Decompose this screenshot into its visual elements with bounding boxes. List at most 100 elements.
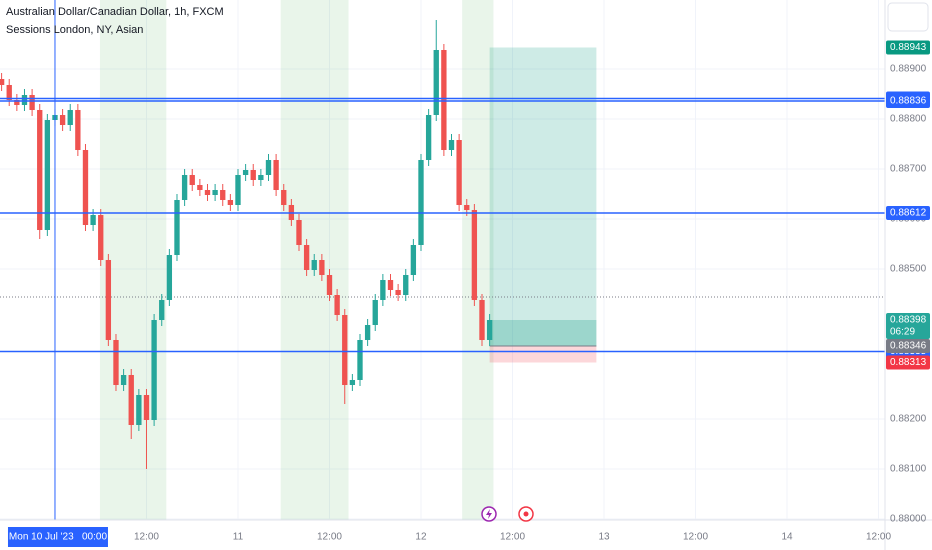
candle-body [418,160,424,245]
candle-body [364,325,371,340]
price-label: 0.88398 [890,315,927,326]
indicator-label: Sessions London, NY, Asian [6,24,143,36]
candle-body [90,215,96,225]
candle-body [143,395,150,420]
candle-body [37,110,43,230]
candle-body [433,50,439,115]
candle-body [349,380,356,385]
countdown: 06:29 [890,327,915,338]
candle-body [197,185,203,190]
candle-body [296,220,302,245]
candle-body [334,295,340,315]
candle-body [265,160,272,175]
price-label: 0.88313 [890,357,927,368]
candle-body [250,170,256,180]
candle-body [227,200,234,205]
y-tick-label: 0.88500 [890,264,927,275]
candle-body [372,300,378,325]
profit-zone [489,320,597,346]
target-zone [489,47,597,346]
x-tick-label: 13 [598,532,610,543]
y-tick-label: 0.88700 [890,164,927,175]
candle-body [403,275,409,295]
candle-body [410,245,417,275]
candle-body [6,85,12,100]
x-tick-label: 14 [781,532,793,543]
x-tick-label: 12:00 [317,532,342,543]
candle-body [395,290,401,295]
candle-body [75,110,81,150]
candle-body [357,340,363,380]
price-label: 0.88346 [890,341,927,352]
y-tick-label: 0.88000 [890,514,927,525]
y-tick-label: 0.88200 [890,414,927,425]
candle-body [425,115,432,160]
candle-body [212,190,218,195]
candle-body [0,79,5,85]
price-label: 0.88943 [890,42,927,53]
candle-body [120,375,127,385]
price-label: 0.88612 [890,208,927,219]
candle-body [456,140,462,205]
plot-area [0,0,885,520]
event-icons[interactable] [481,506,534,522]
price-label-box [886,339,930,353]
candle-body [380,280,386,300]
candle-body [448,140,455,150]
candle-body [98,215,104,260]
candle-body [441,50,447,150]
candle-body [59,115,66,125]
price-label: 0.88836 [890,96,927,107]
candle-body [464,205,470,210]
x-tick-label: 12 [415,532,427,543]
candle-body [159,300,165,320]
candle-body [204,190,211,195]
crosshair-label: Mon 10 Jul '23 00:00 [9,532,108,543]
candle-body [82,150,89,225]
candle-body [387,280,394,290]
candle-body [235,175,241,205]
price-label-box [886,94,930,108]
x-tick-label: 12:00 [866,532,891,543]
candle-body [67,110,73,125]
price-label-box [886,206,930,220]
candle-body [311,260,317,270]
candle-body [14,100,20,105]
candle-body [220,190,226,200]
candle-body [486,320,493,340]
candle-body [166,255,173,300]
candle-body [479,300,485,340]
session-band [462,0,494,520]
candle-body [326,275,333,295]
candle-body [258,175,264,180]
candle-body [113,340,119,385]
event-dot [523,511,529,517]
price-label-box [886,313,930,339]
candle-body [136,395,142,425]
y-tick-label: 0.88800 [890,114,927,125]
x-tick-label: 11 [233,532,244,543]
stop-zone [489,346,597,363]
price-label-box [886,355,930,370]
candle-body [174,200,180,255]
chart-title: Australian Dollar/Canadian Dollar, 1h, F… [6,6,224,18]
candle-body [128,375,134,425]
candle-body [471,210,478,300]
settings-button[interactable] [887,2,929,32]
candle-body [342,315,348,385]
x-tick-label: 12:00 [500,532,525,543]
candle-body [273,160,279,190]
candle-body [281,190,287,205]
candle-body [303,245,310,270]
candle-body [105,260,112,340]
x-tick-label: 12:00 [683,532,708,543]
candle-body [319,260,325,275]
lightning [486,509,492,519]
candle-body [189,175,195,185]
candle-body [29,95,35,110]
price-label-box [886,40,930,55]
crosshair-label-box [7,527,108,547]
candle-body [151,320,157,420]
